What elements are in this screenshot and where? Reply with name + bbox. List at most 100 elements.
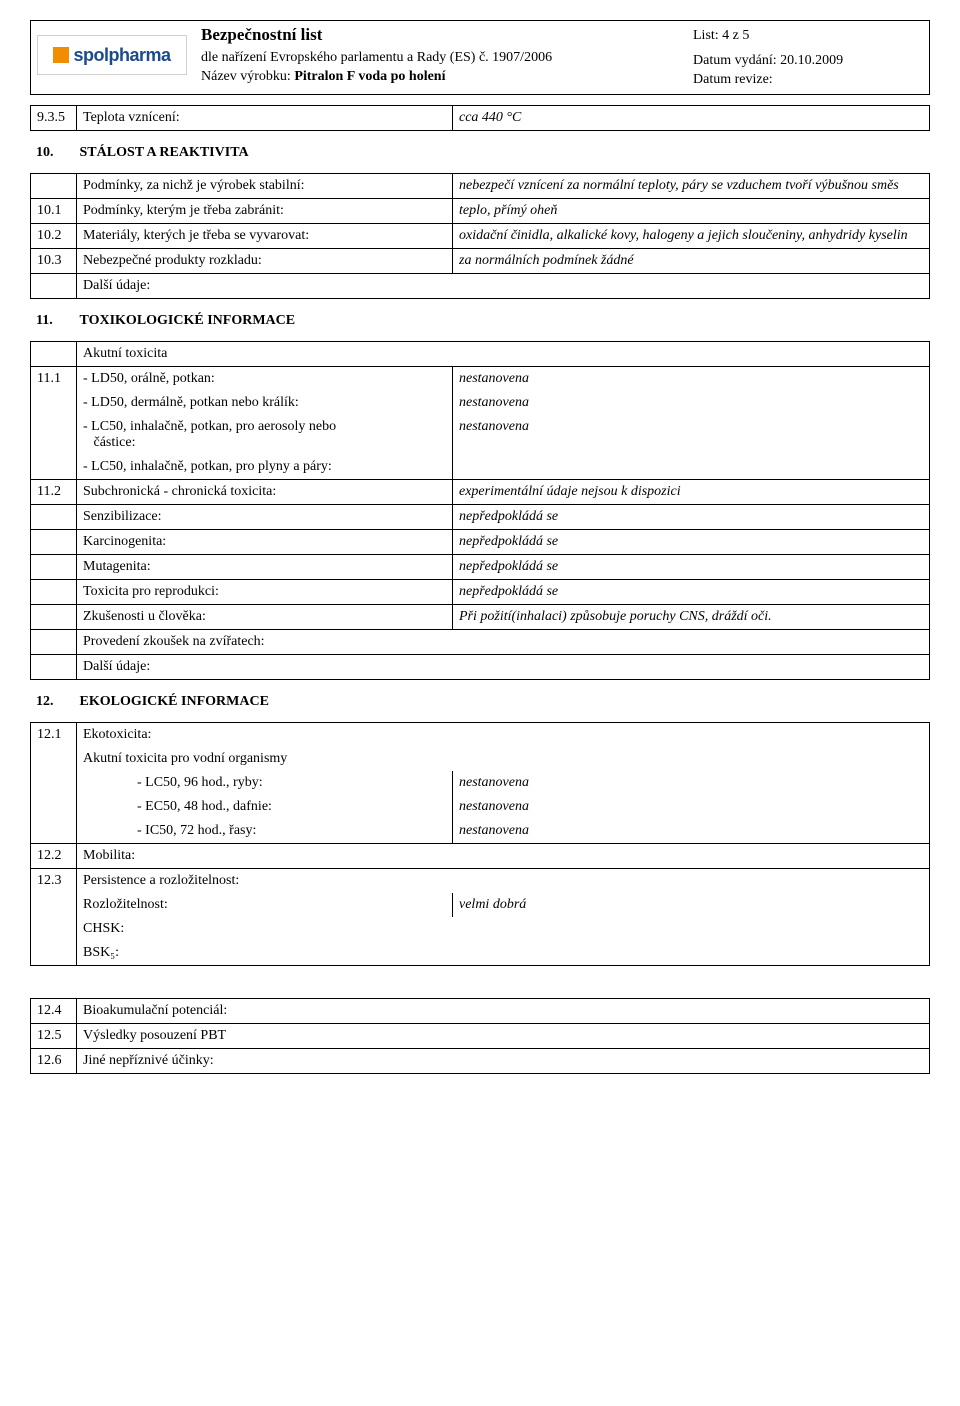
cell-val: cca 440 °C [453, 105, 930, 130]
muta-label: Mutagenita: [77, 554, 453, 579]
logo-text: spolpharma [73, 45, 170, 66]
s11-title: TOXIKOLOGICKÉ INFORMACE [80, 313, 456, 329]
doc-title: Bezpečnostní list [201, 25, 693, 45]
empty-cell [31, 554, 77, 579]
section-12-table-2: 12.4 Bioakumulační potenciál: 12.5 Výsle… [30, 998, 930, 1074]
ec50-daf-label: - EC50, 48 hod., dafnie: [77, 795, 453, 819]
r111-num: 11.1 [31, 366, 77, 391]
section-11-table: Akutní toxicita 11.1 - LD50, orálně, pot… [30, 341, 930, 680]
human-label: Zkušenosti u člověka: [77, 604, 453, 629]
degrad-label: Rozložitelnost: [77, 893, 453, 917]
section-12-table-1: 12.1 Ekotoxicita: Akutní toxicita pro vo… [30, 722, 930, 966]
chsk-label: CHSK: [77, 917, 930, 941]
cond-label: Podmínky, za nichž je výrobek stabilní: [77, 173, 453, 198]
empty-cell [31, 795, 77, 819]
lc50-gas-val [453, 455, 930, 480]
r121-num: 12.1 [31, 722, 77, 747]
product-name: Pitralon F voda po holení [294, 69, 445, 84]
ld50-derm-label: - LD50, dermálně, potkan nebo králík: [77, 391, 453, 415]
r125-num: 12.5 [31, 1023, 77, 1048]
lc50-aero-label: - LC50, inhalačně, potkan, pro aerosoly … [77, 415, 453, 455]
s10-more: Další údaje: [77, 273, 930, 298]
r121-label: Ekotoxicita: [77, 722, 930, 747]
empty-cell [31, 819, 77, 844]
r124-label: Bioakumulační potenciál: [77, 998, 930, 1023]
bsk-label: BSK₅: [77, 941, 930, 966]
animal-label: Provedení zkoušek na zvířatech: [77, 629, 930, 654]
ld50-oral-val: nestanovena [453, 366, 930, 391]
empty-cell [31, 654, 77, 679]
cond-val: nebezpečí vznícení za normální teploty, … [453, 173, 930, 198]
sens-val: nepředpokládá se [453, 504, 930, 529]
section-11-heading: 11. TOXIKOLOGICKÉ INFORMACE [30, 313, 930, 329]
repro-val: nepředpokládá se [453, 579, 930, 604]
repro-label: Toxicita pro reprodukci: [77, 579, 453, 604]
s12-title: EKOLOGICKÉ INFORMACE [80, 694, 456, 710]
s10-num: 10. [30, 145, 76, 161]
page-header: spolpharma Bezpečnostní list dle nařízen… [30, 20, 930, 95]
r125-label: Výsledky posouzení PBT [77, 1023, 930, 1048]
r123-num: 12.3 [31, 868, 77, 893]
section-10-heading: 10. STÁLOST A REAKTIVITA [30, 145, 930, 161]
s11-more: Další údaje: [77, 654, 930, 679]
s11-num: 11. [30, 313, 76, 329]
r101-num: 10.1 [31, 198, 77, 223]
r126-num: 12.6 [31, 1048, 77, 1073]
regulation-line: dle nařízení Evropského parlamentu a Rad… [201, 49, 693, 68]
lc50-fish-val: nestanovena [453, 771, 930, 795]
carc-label: Karcinogenita: [77, 529, 453, 554]
empty-cell [31, 747, 77, 771]
lc50-gas-label: - LC50, inhalačně, potkan, pro plyny a p… [77, 455, 453, 480]
r121-sub: Akutní toxicita pro vodní organismy [77, 747, 930, 771]
r112-label: Subchronická - chronická toxicita: [77, 479, 453, 504]
acute-tox: Akutní toxicita [77, 341, 930, 366]
r112-val: experimentální údaje nejsou k dispozici [453, 479, 930, 504]
r102-label: Materiály, kterých je třeba se vyvarovat… [77, 223, 453, 248]
r103-num: 10.3 [31, 248, 77, 273]
header-center: Bezpečnostní list dle nařízení Evropskéh… [197, 25, 693, 87]
sens-label: Senzibilizace: [77, 504, 453, 529]
r103-val: za normálních podmínek žádné [453, 248, 930, 273]
empty-cell [31, 917, 77, 941]
s10-title: STÁLOST A REAKTIVITA [80, 145, 456, 161]
ic50-alg-val: nestanovena [453, 819, 930, 844]
empty-cell [31, 173, 77, 198]
empty-cell [31, 579, 77, 604]
ld50-derm-val: nestanovena [453, 391, 930, 415]
r126-label: Jiné nepříznivé účinky: [77, 1048, 930, 1073]
empty-cell [31, 893, 77, 917]
empty-cell [31, 504, 77, 529]
empty-cell [31, 415, 77, 455]
ec50-daf-val: nestanovena [453, 795, 930, 819]
row-935: 9.3.5 Teplota vznícení: cca 440 °C [30, 105, 930, 131]
r122-label: Mobilita: [77, 843, 930, 868]
empty-cell [31, 941, 77, 966]
muta-val: nepředpokládá se [453, 554, 930, 579]
empty-cell [31, 341, 77, 366]
page-indicator: List: 4 z 5 [693, 27, 923, 46]
logo-icon [53, 47, 69, 63]
ic50-alg-label: - IC50, 72 hod., řasy: [77, 819, 453, 844]
lc50-aero-val: nestanovena [453, 415, 930, 455]
brand-logo: spolpharma [37, 35, 187, 75]
header-right: List: 4 z 5 Datum vydání: 20.10.2009 Dat… [693, 25, 923, 90]
lc50-aero-l1: - LC50, inhalačně, potkan, pro aerosoly … [83, 419, 336, 434]
empty-cell [31, 391, 77, 415]
empty-cell [31, 455, 77, 480]
carc-val: nepředpokládá se [453, 529, 930, 554]
section-10-table: Podmínky, za nichž je výrobek stabilní: … [30, 173, 930, 299]
human-val: Při požití(inhalaci) způsobuje poruchy C… [453, 604, 930, 629]
degrad-val: velmi dobrá [453, 893, 930, 917]
r102-val: oxidační činidla, alkalické kovy, haloge… [453, 223, 930, 248]
empty-cell [31, 771, 77, 795]
r102-num: 10.2 [31, 223, 77, 248]
s12-num: 12. [30, 694, 76, 710]
r103-label: Nebezpečné produkty rozkladu: [77, 248, 453, 273]
lc50-aero-l2: částice: [83, 435, 135, 450]
cell-label: Teplota vznícení: [77, 105, 453, 130]
r112-num: 11.2 [31, 479, 77, 504]
r101-val: teplo, přímý oheň [453, 198, 930, 223]
product-line: Název výrobku: Pitralon F voda po holení [201, 68, 693, 87]
revision-date: Datum revize: [693, 71, 923, 90]
r124-num: 12.4 [31, 998, 77, 1023]
